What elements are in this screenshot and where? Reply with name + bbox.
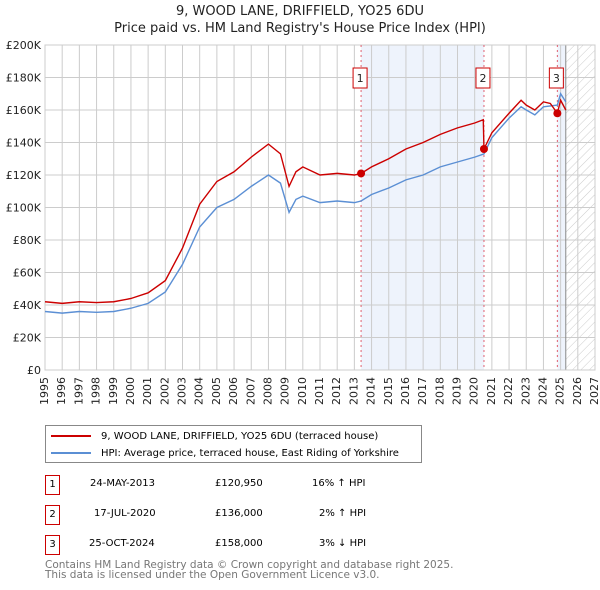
- footer-licence: This data is licensed under the Open Gov…: [45, 569, 380, 581]
- price-chart: 1995 1996 1997 1998 1999 2000 2001 2002 2003 2004…: [6, 39, 600, 405]
- x-tick-label: 2014: [365, 377, 378, 405]
- sale-date: 25-OCT-2024: [89, 538, 155, 549]
- chart-title: 9, WOOD LANE, DRIFFIELD, YO25 6DU: [176, 4, 424, 19]
- series-line: [44, 92, 567, 314]
- x-tick-label: 2019: [451, 377, 464, 405]
- x-tick-label: 2002: [158, 377, 171, 405]
- sale-marker-box: 2: [45, 505, 60, 525]
- sale-marker-box: [475, 67, 491, 89]
- legend-label: 9, WOOD LANE, DRIFFIELD, YO25 6DU (terra…: [101, 430, 379, 442]
- sale-marker-label: 2: [479, 72, 486, 85]
- y-tick-label: £40K: [13, 299, 42, 312]
- y-tick-label: £160K: [6, 104, 42, 117]
- x-tick-label: 2007: [244, 377, 257, 405]
- sale-hpi: 3% ↓ HPI: [319, 538, 367, 549]
- x-tick-label: 2026: [571, 377, 584, 405]
- sale-marker-box: [352, 67, 368, 89]
- x-tick-label: 2024: [536, 377, 549, 405]
- chart-subtitle: Price paid vs. HM Land Registry's House …: [114, 21, 486, 36]
- x-tick-label: 2000: [124, 377, 137, 405]
- legend-item-hpi: HPI: Average price, terraced house, East…: [51, 445, 399, 461]
- sale-hpi: 16% ↑ HPI: [312, 478, 366, 489]
- x-tick-label: 2021: [485, 377, 498, 405]
- x-tick-label: 2023: [519, 377, 532, 405]
- x-tick-label: 1999: [107, 377, 120, 405]
- footer: Contains HM Land Registry data © Crown c…: [45, 559, 454, 581]
- legend: 9, WOOD LANE, DRIFFIELD, YO25 6DU (terra…: [45, 425, 422, 463]
- x-tick-label: 2001: [141, 377, 154, 405]
- legend-label: HPI: Average price, terraced house, East…: [101, 447, 399, 459]
- x-tick-label: 2016: [399, 377, 412, 405]
- sale-price: £120,950: [215, 478, 263, 489]
- sale-marker-box: [548, 67, 564, 89]
- y-tick-label: £200K: [6, 39, 42, 52]
- sale-date: 24-MAY-2013: [90, 478, 156, 489]
- legend-line-blue: [51, 452, 91, 454]
- legend-item-property: 9, WOOD LANE, DRIFFIELD, YO25 6DU (terra…: [51, 428, 378, 444]
- x-tick-label: 2018: [433, 377, 446, 405]
- y-tick-label: £140K: [6, 137, 42, 150]
- y-tick-label: £180K: [6, 72, 42, 85]
- x-tick-label: 2012: [330, 377, 343, 405]
- x-tick-label: 1997: [72, 377, 85, 405]
- x-tick-label: 2017: [416, 377, 429, 405]
- sale-price: £136,000: [215, 508, 263, 519]
- y-tick-label: £20K: [13, 332, 42, 345]
- footer-copyright: Contains HM Land Registry data © Crown c…: [45, 559, 454, 571]
- sale-marker-box: 1: [45, 475, 60, 495]
- y-tick-label: £120K: [6, 169, 42, 182]
- x-tick-label: 2005: [210, 377, 223, 405]
- x-tick-label: 2010: [296, 377, 309, 405]
- sale-marker-box: 3: [45, 535, 60, 555]
- y-tick-label: £0: [27, 364, 41, 377]
- sale-point: [553, 109, 562, 118]
- sale-point: [357, 169, 366, 178]
- x-tick-label: 1995: [38, 377, 51, 405]
- x-tick-label: 2011: [313, 377, 326, 405]
- x-tick-label: 2015: [382, 377, 395, 405]
- x-tick-label: 1998: [90, 377, 103, 405]
- x-tick-label: 2025: [554, 377, 567, 405]
- x-tick-label: 2027: [588, 377, 600, 405]
- series-line: [44, 98, 567, 305]
- sale-date: 17-JUL-2020: [94, 508, 156, 519]
- x-tick-label: 2008: [261, 377, 274, 405]
- sale-marker-label: 1: [357, 72, 364, 85]
- plot-border: [44, 44, 596, 371]
- x-tick-label: 2004: [193, 377, 206, 405]
- y-tick-label: £100K: [6, 202, 42, 215]
- sale-price: £158,000: [215, 538, 263, 549]
- x-tick-label: 1996: [55, 377, 68, 405]
- y-tick-label: £80K: [13, 234, 42, 247]
- x-tick-label: 2020: [468, 377, 481, 405]
- sale-hpi: 2% ↑ HPI: [319, 508, 367, 519]
- sale-marker-label: 3: [553, 72, 560, 85]
- x-tick-label: 2006: [227, 377, 240, 405]
- x-tick-label: 2022: [502, 377, 515, 405]
- x-tick-label: 2003: [176, 377, 189, 405]
- sale-point: [479, 145, 488, 153]
- x-tick-label: 2009: [279, 377, 292, 405]
- legend-line-red: [51, 435, 91, 437]
- x-tick-label: 2013: [347, 377, 360, 405]
- y-tick-label: £60K: [13, 267, 42, 280]
